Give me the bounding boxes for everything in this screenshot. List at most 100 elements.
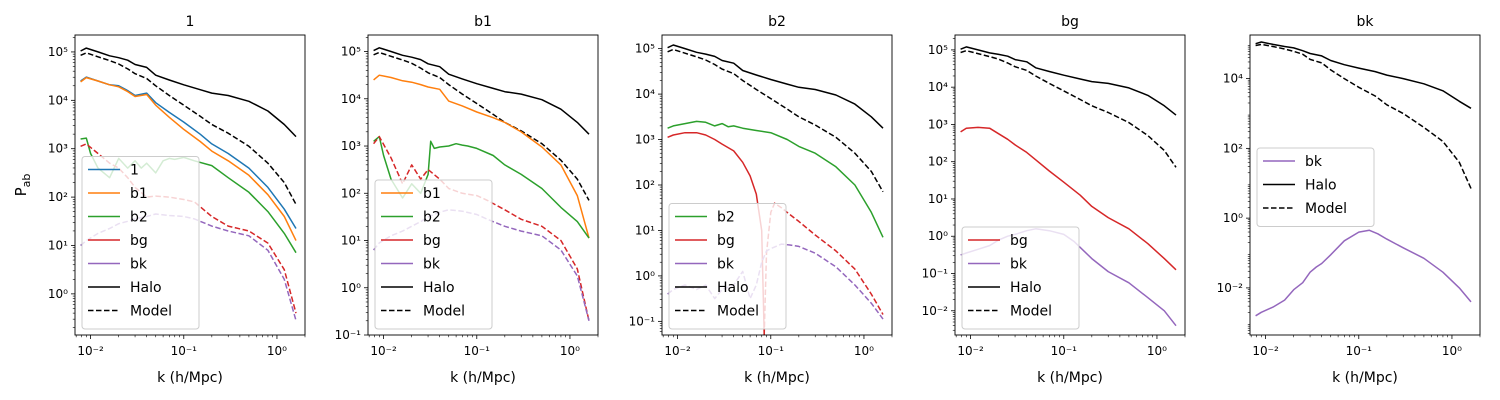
series-line-Halo	[1255, 41, 1472, 109]
series-line-Model-dashed	[960, 49, 1177, 168]
legend-label-Halo: Halo	[423, 280, 455, 296]
legend-label-bg: bg	[717, 233, 735, 249]
y-tick-label: 10¹	[341, 234, 361, 248]
y-tick-label: 10⁴	[48, 93, 68, 107]
y-tick-label: 10⁻²	[1217, 281, 1244, 295]
legend-label-b2: b2	[423, 210, 441, 226]
axes-frame	[74, 34, 306, 336]
y-tick-label: 10³	[635, 133, 655, 147]
series-line-b1	[80, 76, 297, 241]
series-line-Model-dashed	[373, 51, 590, 201]
y-tick-label: 10⁰	[48, 287, 68, 301]
legend-label-bk: bk	[1305, 154, 1323, 170]
legend-frame	[668, 203, 787, 330]
y-tick-label: 10⁴	[928, 80, 948, 94]
legend-label-1: 1	[130, 163, 139, 179]
y-tick-label: 10²	[635, 178, 655, 192]
x-tick-label: 10⁰	[1442, 344, 1462, 358]
panel-title: bg	[1061, 14, 1079, 30]
y-tick-label: 10⁻¹	[922, 267, 949, 281]
legend-label-bg: bg	[423, 233, 441, 249]
x-tick-label: 10⁰	[854, 344, 874, 358]
y-tick-label: 10²	[1223, 141, 1243, 155]
y-tick-label: 10⁵	[928, 43, 948, 57]
legend: b2 bg bk Halo Model	[668, 203, 787, 330]
panel-bk: 10⁻² 10⁻¹ 10⁰ 10⁻² 10⁰ 10² 10⁴ bk k (h/Mpc) bk Hal…	[1217, 14, 1481, 386]
y-tick-label: 10²	[341, 186, 361, 200]
legend: bk Halo Model	[1256, 147, 1375, 227]
legend-label-b2: b2	[717, 210, 735, 226]
x-tick-label: 10⁻¹	[1346, 344, 1373, 358]
x-tick-label: 10⁰	[267, 344, 287, 358]
x-tick-label: 10⁰	[560, 344, 580, 358]
y-tick-label: 10⁻¹	[335, 328, 362, 342]
x-axis-label: k (h/Mpc)	[450, 370, 516, 386]
series-group	[1255, 41, 1472, 317]
y-tick-label: 10⁰	[635, 269, 655, 283]
y-tick-label: 10¹	[48, 238, 68, 252]
legend-label-bk: bk	[717, 257, 735, 273]
legend-label-Model: Model	[423, 304, 465, 320]
legend-label-b1: b1	[130, 186, 148, 202]
series-line-Model-dashed	[1255, 43, 1472, 189]
series-line-Halo	[667, 44, 884, 129]
x-tick-label: 10⁻²	[1252, 344, 1279, 358]
x-tick-label: 10⁻²	[664, 344, 691, 358]
y-tick-label: 10⁰	[341, 281, 361, 295]
y-axis-label: Pab	[12, 174, 33, 197]
x-axis-label: k (h/Mpc)	[1037, 370, 1103, 386]
legend-label-Model: Model	[717, 304, 759, 320]
x-tick-label: 10⁻²	[957, 344, 984, 358]
y-tick-label: 10⁰	[928, 229, 948, 243]
series-line-bg	[667, 131, 765, 335]
panel-b1: 10⁻² 10⁻¹ 10⁰ 10⁻¹ 10⁰ 10¹ 10² 10³ 10⁴ 10⁵ b1 k (h/…	[335, 14, 599, 386]
x-tick-label: 10⁻¹	[171, 344, 198, 358]
legend-label-bk: bk	[1010, 257, 1028, 273]
legend-label-Halo: Halo	[717, 280, 749, 296]
legend-frame	[1256, 147, 1375, 227]
legend-frame	[961, 226, 1080, 330]
y-tick-label: 10⁴	[635, 87, 655, 101]
series-line-Halo	[80, 47, 297, 138]
panel-title: 1	[186, 14, 195, 30]
y-tick-label: 10¹	[928, 192, 948, 206]
series-line-Model-dashed	[667, 48, 884, 193]
y-tick-label: 10⁰	[1223, 211, 1243, 225]
series-line-Halo	[373, 47, 590, 135]
x-tick-label: 10⁻²	[370, 344, 397, 358]
series-line-bg	[960, 126, 1177, 271]
legend: 1 b1 b2 bg bk Halo Model	[81, 156, 200, 330]
panel-title: b2	[768, 14, 786, 30]
panel-b2: 10⁻² 10⁻¹ 10⁰ 10⁻¹ 10⁰ 10¹ 10² 10³ 10⁴ 10⁵ b2 k (h/…	[629, 14, 893, 386]
panel-bg: 10⁻² 10⁻¹ 10⁰ 10⁻² 10⁻¹ 10⁰ 10¹ 10² 10³ 10⁴ 10⁵ bg k…	[922, 14, 1186, 386]
y-tick-label: 10³	[341, 139, 361, 153]
y-tick-label: 10⁴	[341, 92, 361, 106]
panel-title: b1	[474, 14, 492, 30]
x-axis-label: k (h/Mpc)	[1332, 370, 1398, 386]
panel-title: bk	[1357, 14, 1375, 30]
x-tick-label: 10⁻¹	[1051, 344, 1078, 358]
series-line-bk	[1255, 229, 1472, 317]
legend-label-Model: Model	[1010, 304, 1052, 320]
legend-label-Model: Model	[130, 304, 172, 320]
legend-label-bk: bk	[423, 257, 441, 273]
legend-label-Model: Model	[1305, 201, 1347, 217]
legend-label-Halo: Halo	[1305, 178, 1337, 194]
y-tick-label: 10²	[928, 155, 948, 169]
legend-label-b2: b2	[130, 210, 148, 226]
legend-label-bk: bk	[130, 257, 148, 273]
y-tick-label: 10⁵	[635, 42, 655, 56]
series-line-b1	[373, 74, 590, 239]
x-axis-label: k (h/Mpc)	[744, 370, 810, 386]
y-tick-label: 10³	[928, 117, 948, 131]
y-tick-label: 10⁵	[48, 45, 68, 59]
y-tick-label: 10⁻²	[922, 304, 949, 318]
y-tick-label: 10²	[48, 190, 68, 204]
panel-1: 10⁻² 10⁻¹ 10⁰ 10⁰ 10¹ 10² 10³ 10⁴ 10⁵ 1 k (h/Mpc) 1…	[48, 14, 306, 386]
legend: b1 b2 bg bk Halo Model	[374, 179, 493, 330]
legend-label-Halo: Halo	[1010, 280, 1042, 296]
axes-frame	[954, 34, 1186, 336]
legend-label-bg: bg	[1010, 233, 1028, 249]
legend: bg bk Halo Model	[961, 226, 1080, 330]
